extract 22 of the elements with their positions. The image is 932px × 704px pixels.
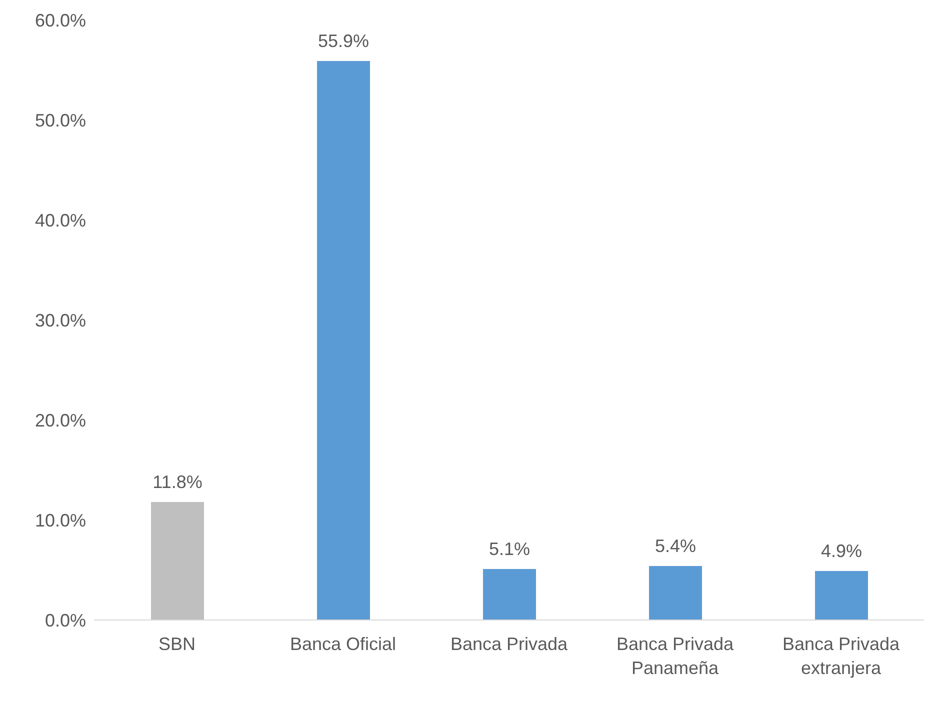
data-label: 5.1% <box>488 539 530 559</box>
bar <box>483 569 536 620</box>
x-tick-label: Banca Privada extranjera <box>782 634 901 678</box>
bar <box>649 566 702 620</box>
y-tick-label: 50.0% <box>34 110 86 130</box>
data-label: 5.4% <box>654 536 696 556</box>
y-tick-label: 30.0% <box>34 310 86 330</box>
y-tick-label: 60.0% <box>34 10 86 30</box>
bar <box>317 61 370 620</box>
x-tick-label: Banca Oficial <box>290 634 396 654</box>
x-tick-label: Banca Privada Panameña <box>616 634 735 678</box>
data-label: 55.9% <box>318 31 370 51</box>
y-tick-label: 10.0% <box>34 510 86 530</box>
x-tick-label: Banca Privada <box>450 634 569 654</box>
x-tick-label: SBN <box>158 634 196 654</box>
y-tick-label: 20.0% <box>34 410 86 430</box>
data-label: 4.9% <box>820 541 862 561</box>
bar <box>151 502 204 620</box>
data-label: 11.8% <box>152 472 202 492</box>
bar <box>815 571 868 620</box>
y-tick-label: 0.0% <box>44 610 86 630</box>
y-tick-label: 40.0% <box>34 210 86 230</box>
